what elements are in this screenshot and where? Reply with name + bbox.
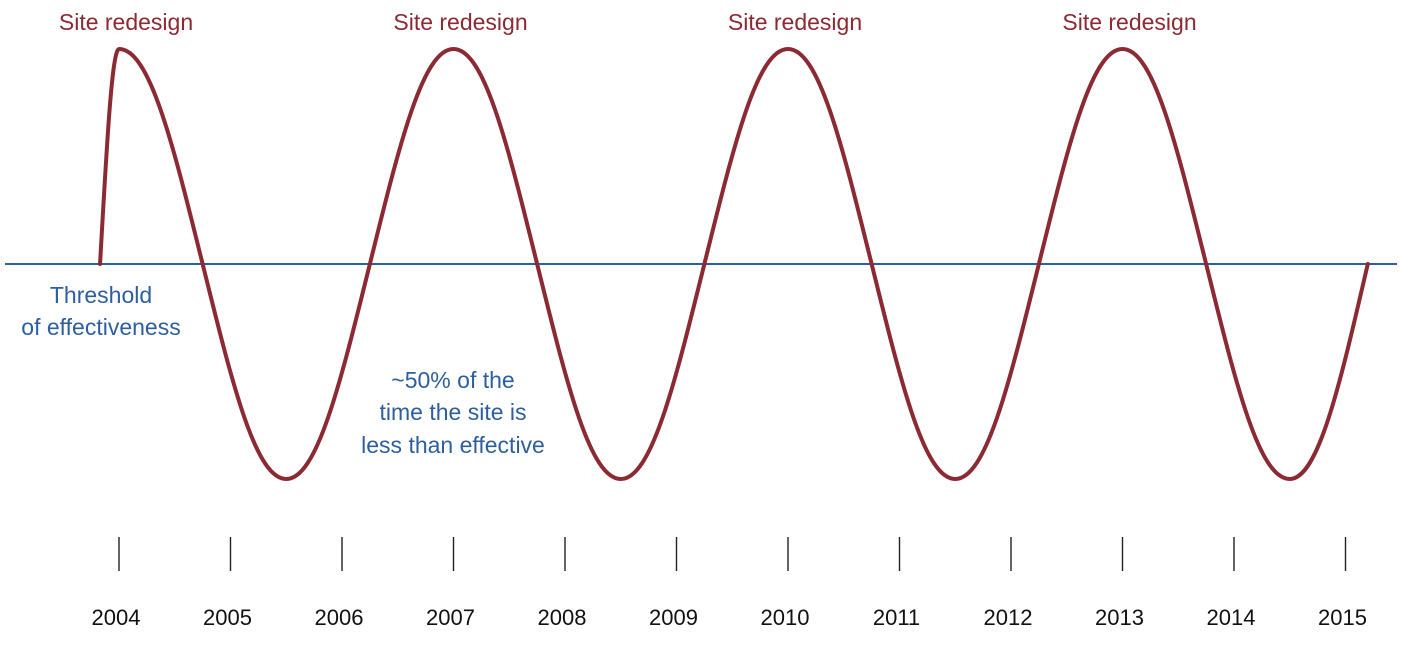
threshold-group: Threshold of effectiveness [5, 263, 1397, 340]
x-tick-label: 2007 [426, 605, 475, 630]
threshold-label-line-1: Threshold [50, 282, 152, 308]
x-tick-label: 2011 [873, 605, 920, 630]
site-redesign-label: Site redesign [393, 9, 527, 35]
x-tick-label: 2008 [538, 605, 587, 630]
x-tick-label: 2015 [1318, 605, 1367, 630]
x-tick-label: 2010 [761, 605, 810, 630]
threshold-label-line-2: of effectiveness [21, 314, 180, 340]
site-redesign-label: Site redesign [728, 9, 862, 35]
x-tick-label: 2005 [203, 605, 252, 630]
effectiveness-note: ~50% of the time the site is less than e… [361, 367, 545, 458]
note-line-2: time the site is [380, 399, 527, 425]
x-tick-label: 2013 [1095, 605, 1144, 630]
site-redesign-label: Site redesign [1062, 9, 1196, 35]
x-tick-label: 2014 [1207, 605, 1256, 630]
x-tick-label: 2006 [315, 605, 364, 630]
effectiveness-curve [98, 47, 1370, 481]
note-line-3: less than effective [361, 432, 545, 458]
note-line-1: ~50% of the [391, 367, 514, 393]
x-axis: 2004 2005 2006 2007 2008 2009 2010 2011 2012 2013… [92, 537, 1367, 630]
x-tick-label: 2009 [649, 605, 698, 630]
peak-labels: Site redesign Site redesign Site redesign S… [59, 9, 1197, 35]
x-tick-label: 2012 [984, 605, 1033, 630]
x-tick-label: 2004 [92, 605, 141, 630]
site-redesign-label: Site redesign [59, 9, 193, 35]
